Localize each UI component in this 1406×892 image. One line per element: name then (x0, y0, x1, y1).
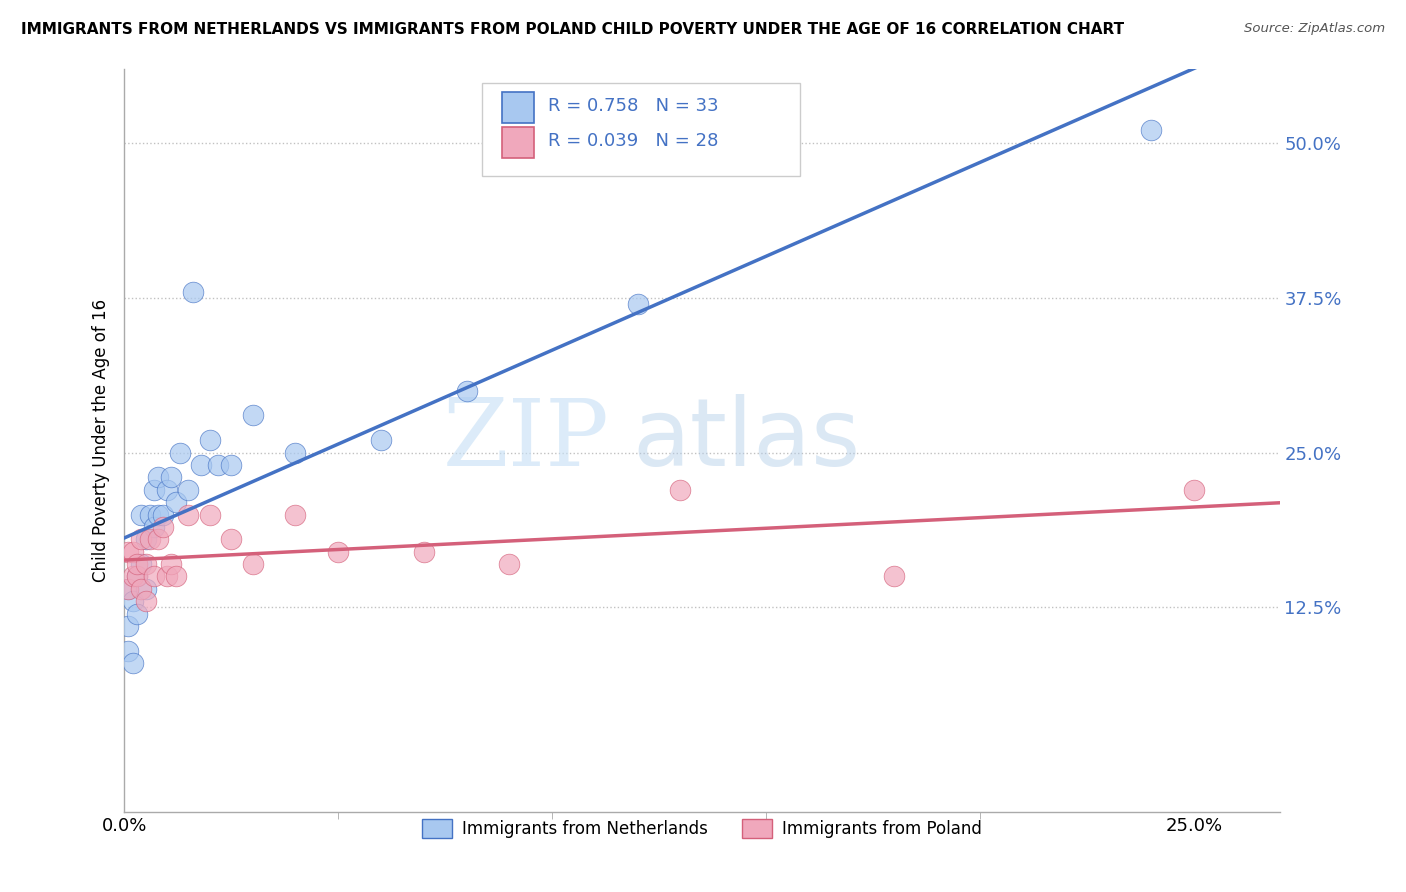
Text: IMMIGRANTS FROM NETHERLANDS VS IMMIGRANTS FROM POLAND CHILD POVERTY UNDER THE AG: IMMIGRANTS FROM NETHERLANDS VS IMMIGRANT… (21, 22, 1125, 37)
Point (135, 557, 157, 571)
Text: Source: ZipAtlas.com: Source: ZipAtlas.com (1244, 22, 1385, 36)
Point (135, 533, 157, 547)
Point (412, 545, 434, 559)
Point (125, 569, 148, 583)
Point (165, 495, 187, 509)
Point (160, 557, 183, 571)
Point (207, 458, 229, 472)
Point (169, 445, 191, 459)
Bar (502, 127, 534, 158)
Point (284, 445, 307, 459)
Point (117, 619, 139, 633)
Point (148, 508, 170, 522)
Point (117, 644, 139, 658)
Point (181, 285, 204, 299)
Point (165, 569, 187, 583)
Point (125, 557, 148, 571)
Point (139, 533, 162, 547)
Point (160, 470, 183, 484)
Y-axis label: Child Poverty Under the Age of 16: Child Poverty Under the Age of 16 (93, 299, 110, 582)
Point (627, 297, 650, 311)
Point (131, 557, 153, 571)
Point (139, 508, 162, 522)
Point (177, 508, 200, 522)
Point (148, 533, 170, 547)
Point (121, 594, 143, 608)
Point (121, 545, 143, 559)
Point (242, 557, 264, 571)
Point (1140, 123, 1163, 137)
Point (117, 582, 139, 596)
Point (190, 458, 212, 472)
Point (117, 545, 139, 559)
Point (456, 384, 478, 398)
Point (125, 569, 148, 583)
Text: R = 0.039   N = 28: R = 0.039 N = 28 (548, 132, 718, 150)
Point (156, 569, 179, 583)
Bar (502, 92, 534, 123)
Point (328, 545, 350, 559)
Point (143, 569, 166, 583)
Point (242, 409, 264, 423)
Point (1182, 483, 1205, 497)
Point (117, 582, 139, 596)
Legend: Immigrants from Netherlands, Immigrants from Poland: Immigrants from Netherlands, Immigrants … (416, 812, 988, 845)
Point (219, 533, 242, 547)
FancyBboxPatch shape (482, 83, 800, 177)
Point (131, 533, 153, 547)
Point (135, 594, 157, 608)
Point (669, 483, 692, 497)
Point (152, 520, 174, 534)
Point (121, 657, 143, 671)
Point (883, 569, 905, 583)
Point (121, 569, 143, 583)
Point (125, 607, 148, 621)
Text: atlas: atlas (633, 394, 860, 486)
Point (143, 483, 166, 497)
Point (177, 483, 200, 497)
Point (156, 483, 179, 497)
Point (152, 508, 174, 522)
Point (148, 470, 170, 484)
Text: ZIP: ZIP (443, 395, 609, 485)
Point (135, 582, 157, 596)
Point (284, 508, 307, 522)
Point (131, 582, 153, 596)
Point (198, 508, 221, 522)
Point (498, 557, 520, 571)
Point (143, 520, 166, 534)
Text: R = 0.758   N = 33: R = 0.758 N = 33 (548, 96, 718, 115)
Point (198, 433, 221, 447)
Point (131, 508, 153, 522)
Point (219, 458, 242, 472)
Point (370, 433, 392, 447)
